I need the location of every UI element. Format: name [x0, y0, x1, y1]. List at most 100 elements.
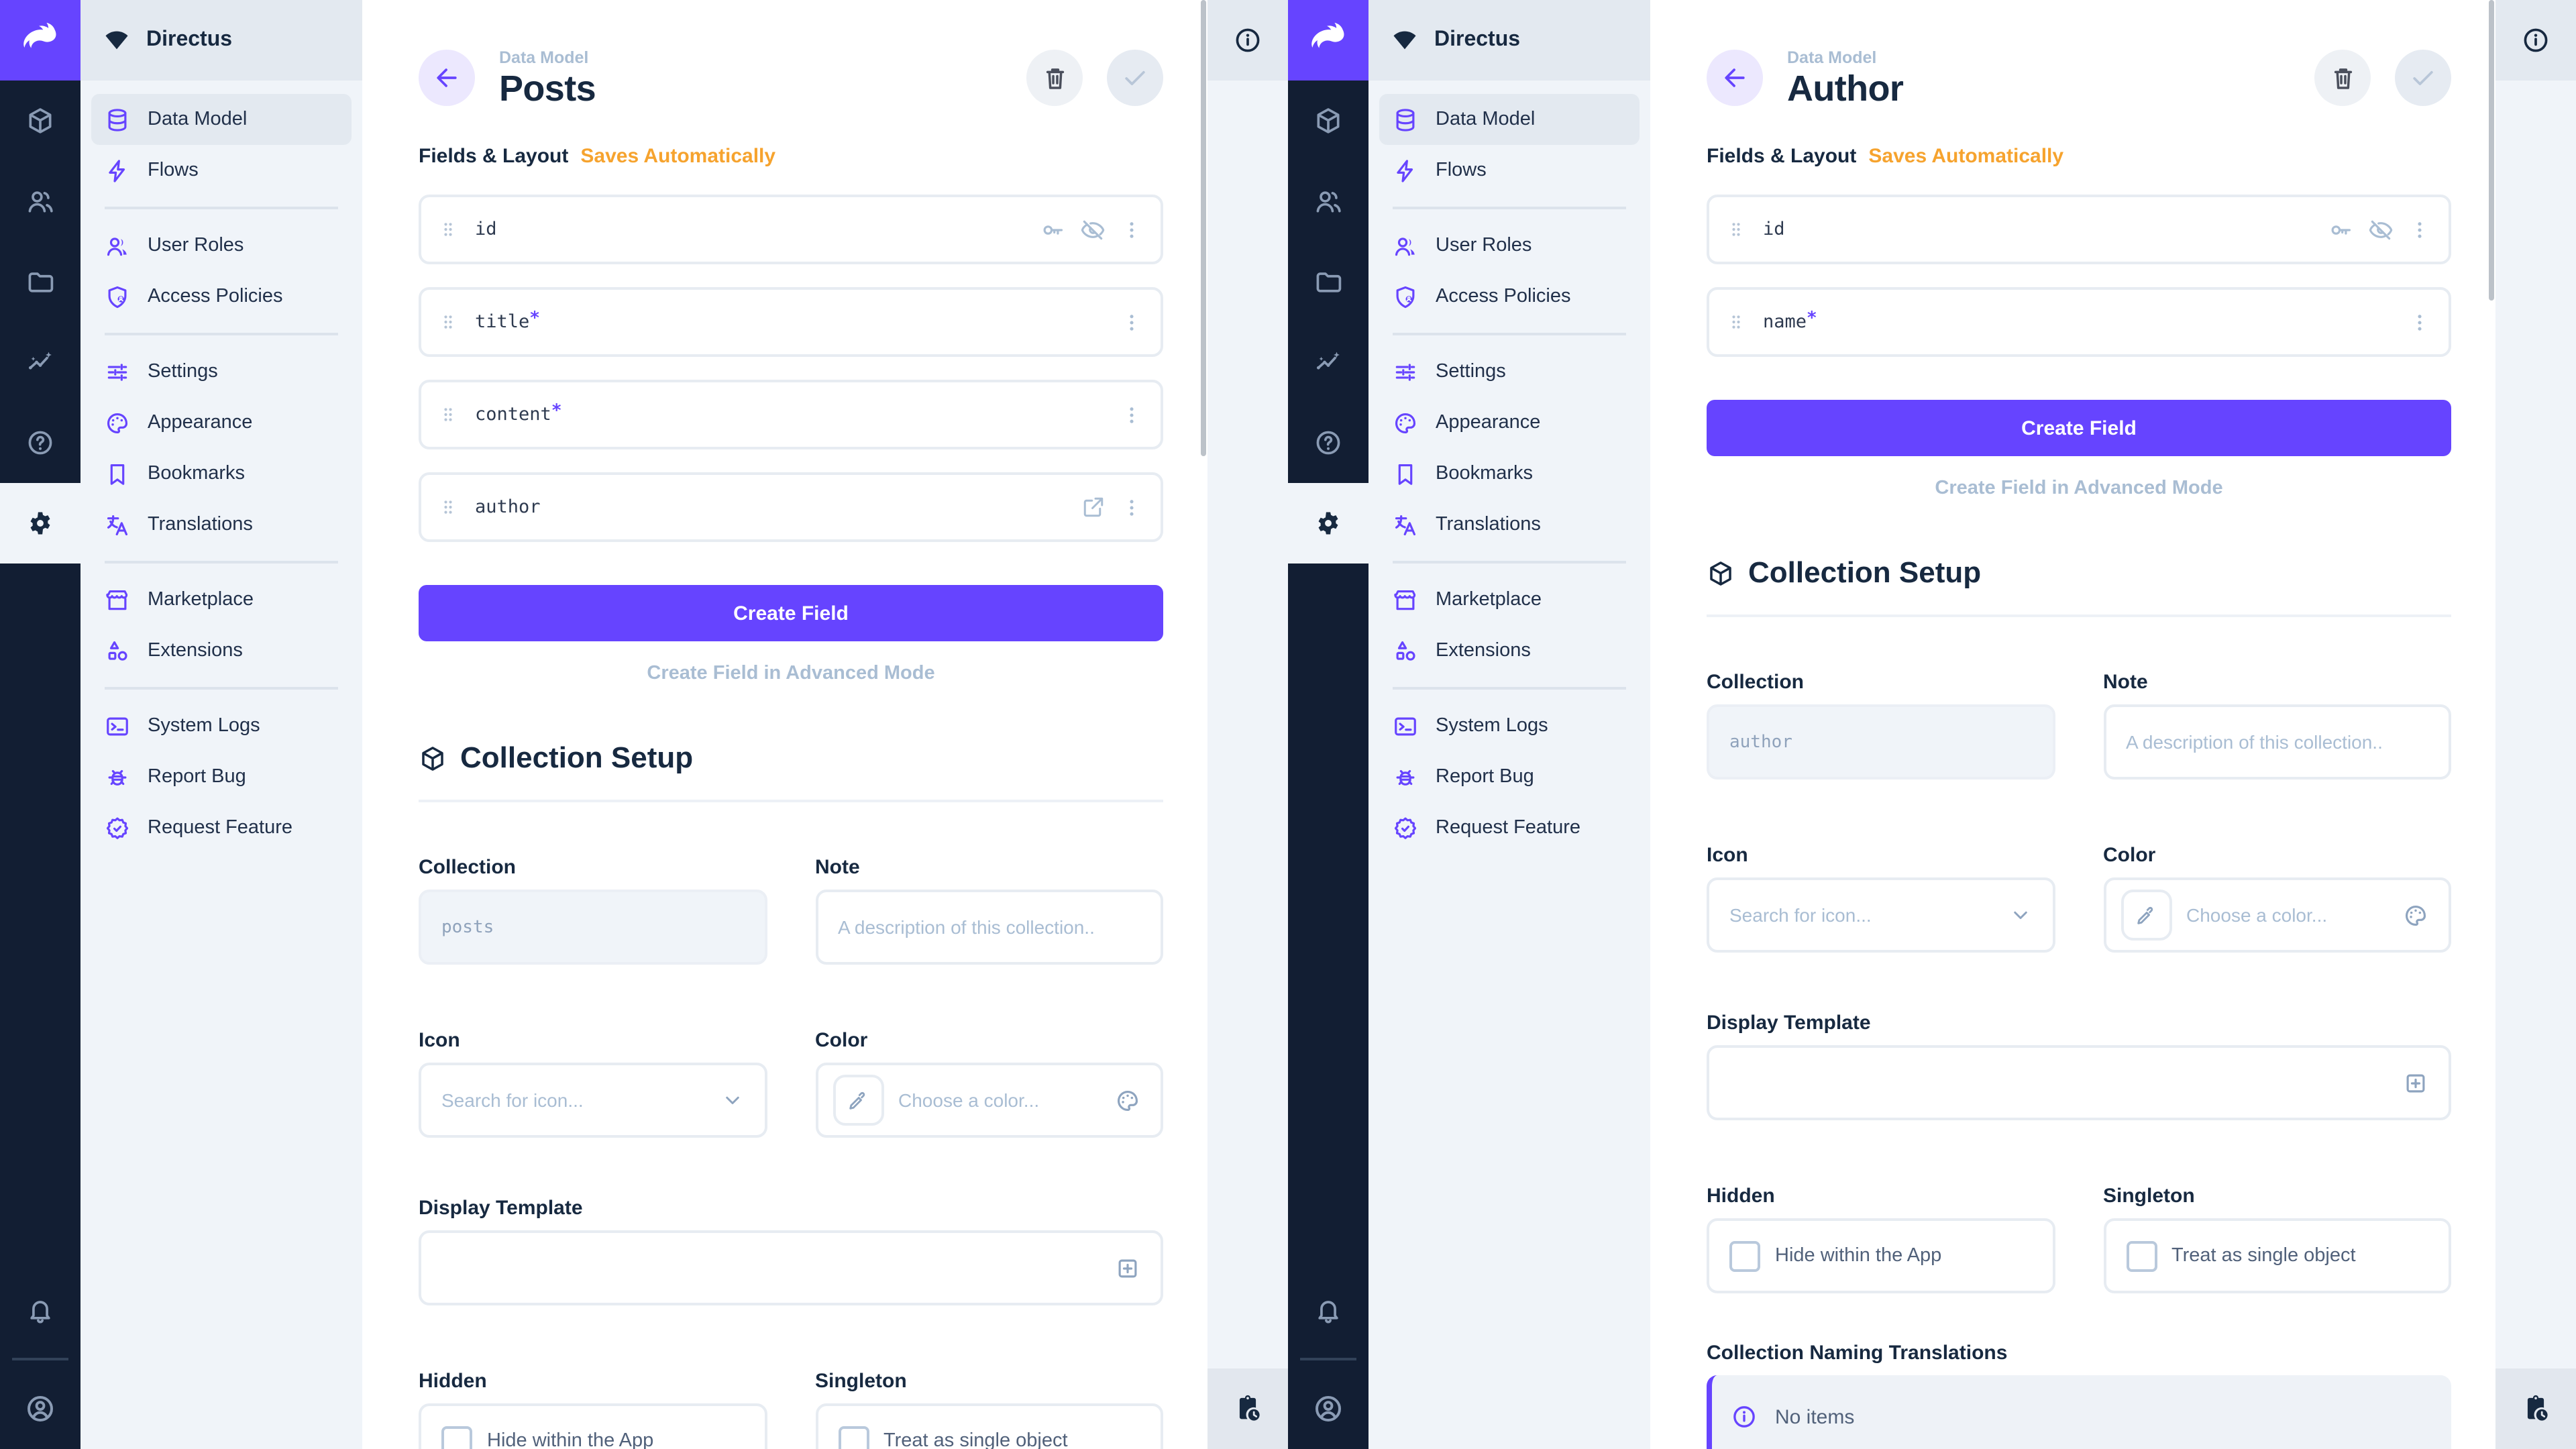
drag-handle-icon[interactable]: [439, 496, 458, 518]
kebab-menu-icon[interactable]: [2408, 218, 2431, 241]
scrollbar-thumb[interactable]: [1201, 0, 1206, 456]
kebab-menu-icon[interactable]: [2408, 311, 2431, 333]
scrollbar-thumb[interactable]: [2489, 0, 2494, 301]
plus-box-icon[interactable]: [2403, 1071, 2428, 1096]
collection-input[interactable]: posts: [419, 890, 767, 965]
module-settings[interactable]: [1288, 483, 1368, 564]
singleton-toggle[interactable]: Treat as single object: [2103, 1218, 2451, 1294]
field-row-author[interactable]: author: [419, 472, 1163, 542]
sidebar-item-user-roles[interactable]: User Roles: [1379, 220, 1640, 271]
advanced-mode-link[interactable]: Create Field in Advanced Mode: [1935, 478, 2223, 499]
hidden-checkbox[interactable]: [1729, 1240, 1760, 1272]
module-content[interactable]: [1288, 80, 1368, 161]
module-user-directory[interactable]: [1288, 161, 1368, 241]
sidebar-item-flows[interactable]: Flows: [91, 145, 352, 196]
sidebar-item-appearance[interactable]: Appearance: [1379, 397, 1640, 448]
directus-logo[interactable]: [1288, 0, 1368, 80]
sidebar-item-access-policies[interactable]: Access Policies: [91, 271, 352, 322]
hidden-toggle[interactable]: Hide within the App: [419, 1403, 767, 1449]
display-template-input[interactable]: [419, 1230, 1163, 1306]
note-input[interactable]: A description of this collection..: [815, 890, 1163, 965]
sidebar-item-marketplace[interactable]: Marketplace: [91, 574, 352, 625]
sidebar-item-extensions[interactable]: Extensions: [1379, 625, 1640, 676]
sidebar-item-system-logs[interactable]: System Logs: [1379, 700, 1640, 751]
sidebar-item-data-model[interactable]: Data Model: [1379, 94, 1640, 145]
module-content[interactable]: [0, 80, 80, 161]
breadcrumb[interactable]: Data Model: [1787, 48, 1877, 67]
launch-icon[interactable]: [1081, 495, 1106, 519]
color-input[interactable]: Choose a color...: [2103, 877, 2451, 953]
activity-sidebar-button[interactable]: [2521, 1394, 2551, 1424]
field-row-id[interactable]: id: [1707, 195, 2451, 264]
drag-handle-icon[interactable]: [439, 311, 458, 333]
sidebar-item-marketplace[interactable]: Marketplace: [1379, 574, 1640, 625]
profile-button[interactable]: [1288, 1368, 1368, 1449]
field-row-title[interactable]: title*: [419, 287, 1163, 357]
sidebar-item-bookmarks[interactable]: Bookmarks: [1379, 448, 1640, 499]
sidebar-item-translations[interactable]: Translations: [91, 499, 352, 550]
directus-logo[interactable]: [0, 0, 80, 80]
hidden-toggle[interactable]: Hide within the App: [1707, 1218, 2055, 1294]
collection-input[interactable]: author: [1707, 704, 2055, 780]
plus-box-icon[interactable]: [1115, 1256, 1140, 1281]
delete-collection-button[interactable]: [2314, 50, 2371, 106]
eyedropper-button[interactable]: [2121, 890, 2171, 941]
back-button[interactable]: [419, 50, 475, 106]
drag-handle-icon[interactable]: [439, 404, 458, 425]
delete-collection-button[interactable]: [1026, 50, 1083, 106]
kebab-menu-icon[interactable]: [1120, 496, 1143, 519]
project-header[interactable]: Directus: [80, 0, 362, 80]
drag-handle-icon[interactable]: [1727, 311, 1746, 333]
singleton-checkbox[interactable]: [838, 1426, 869, 1449]
advanced-mode-link[interactable]: Create Field in Advanced Mode: [647, 663, 935, 684]
display-template-input[interactable]: [1707, 1045, 2451, 1121]
kebab-menu-icon[interactable]: [1120, 403, 1143, 426]
sidebar-item-report-bug[interactable]: Report Bug: [91, 751, 352, 802]
hidden-checkbox[interactable]: [441, 1426, 472, 1449]
naming-translations-empty[interactable]: No items: [1707, 1375, 2451, 1449]
icon-select[interactable]: Search for icon...: [419, 1063, 767, 1138]
field-row-name[interactable]: name*: [1707, 287, 2451, 357]
module-file-library[interactable]: [1288, 241, 1368, 322]
module-insights[interactable]: [0, 322, 80, 402]
module-help[interactable]: [1288, 402, 1368, 483]
module-user-directory[interactable]: [0, 161, 80, 241]
sidebar-item-settings[interactable]: Settings: [91, 346, 352, 397]
eyedropper-button[interactable]: [833, 1075, 883, 1126]
field-row-id[interactable]: id: [419, 195, 1163, 264]
profile-button[interactable]: [0, 1368, 80, 1449]
singleton-toggle[interactable]: Treat as single object: [815, 1403, 1163, 1449]
info-sidebar-button[interactable]: [2521, 25, 2551, 55]
drag-handle-icon[interactable]: [439, 219, 458, 240]
sidebar-item-appearance[interactable]: Appearance: [91, 397, 352, 448]
sidebar-item-access-policies[interactable]: Access Policies: [1379, 271, 1640, 322]
sidebar-item-system-logs[interactable]: System Logs: [91, 700, 352, 751]
note-input[interactable]: A description of this collection..: [2103, 704, 2451, 780]
sidebar-item-settings[interactable]: Settings: [1379, 346, 1640, 397]
sidebar-item-flows[interactable]: Flows: [1379, 145, 1640, 196]
module-help[interactable]: [0, 402, 80, 483]
notifications-button[interactable]: [0, 1269, 80, 1350]
sidebar-item-translations[interactable]: Translations: [1379, 499, 1640, 550]
info-sidebar-button[interactable]: [1233, 25, 1263, 55]
notifications-button[interactable]: [1288, 1269, 1368, 1350]
module-file-library[interactable]: [0, 241, 80, 322]
activity-sidebar-button[interactable]: [1233, 1394, 1263, 1424]
save-button[interactable]: [2395, 50, 2451, 106]
sidebar-item-request-feature[interactable]: Request Feature: [1379, 802, 1640, 853]
icon-select[interactable]: Search for icon...: [1707, 877, 2055, 953]
breadcrumb[interactable]: Data Model: [499, 48, 589, 67]
kebab-menu-icon[interactable]: [1120, 218, 1143, 241]
singleton-checkbox[interactable]: [2126, 1240, 2157, 1272]
back-button[interactable]: [1707, 50, 1763, 106]
module-settings[interactable]: [0, 483, 80, 564]
save-button[interactable]: [1107, 50, 1163, 106]
color-input[interactable]: Choose a color...: [815, 1063, 1163, 1138]
module-insights[interactable]: [1288, 322, 1368, 402]
drag-handle-icon[interactable]: [1727, 219, 1746, 240]
sidebar-item-report-bug[interactable]: Report Bug: [1379, 751, 1640, 802]
kebab-menu-icon[interactable]: [1120, 311, 1143, 333]
sidebar-item-user-roles[interactable]: User Roles: [91, 220, 352, 271]
project-header[interactable]: Directus: [1368, 0, 1650, 80]
sidebar-item-bookmarks[interactable]: Bookmarks: [91, 448, 352, 499]
